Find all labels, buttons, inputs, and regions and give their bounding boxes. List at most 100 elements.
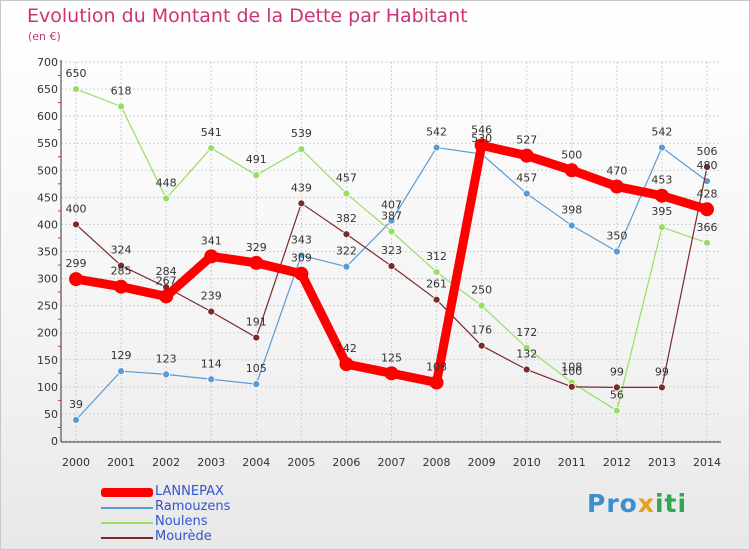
data-point [297, 199, 306, 208]
data-label: 500 [561, 148, 582, 161]
data-point [297, 251, 306, 260]
y-tick-label: 200 [37, 327, 58, 340]
data-label: 541 [201, 126, 222, 139]
data-label: 123 [156, 352, 177, 365]
data-point [72, 415, 80, 424]
data-label: 108 [561, 361, 582, 374]
data-label: 470 [606, 165, 627, 178]
data-label: 322 [336, 245, 357, 258]
data-point [117, 261, 125, 270]
y-tick-label: 550 [37, 137, 58, 150]
legend-item: Mourède [101, 529, 301, 545]
data-label: 428 [697, 187, 718, 200]
data-label: 284 [156, 265, 177, 278]
logo-part-2: x [637, 489, 655, 518]
x-tick-label: 2005 [287, 456, 315, 469]
data-label: 132 [516, 348, 537, 361]
data-label: 395 [651, 205, 672, 218]
data-point [294, 266, 309, 281]
data-label: 341 [201, 234, 222, 247]
data-point [658, 383, 666, 392]
data-label: 439 [291, 181, 312, 194]
data-label: 650 [66, 67, 87, 80]
data-point [387, 227, 396, 236]
proxiti-logo: Proxiti [587, 489, 687, 518]
data-label: 172 [516, 326, 537, 339]
data-point [72, 220, 80, 229]
data-point [252, 333, 261, 342]
data-label: 239 [201, 290, 222, 303]
x-tick-label: 2001 [107, 456, 135, 469]
data-label: 491 [246, 153, 267, 166]
logo-part-1: Pro [587, 489, 638, 518]
data-point [204, 249, 219, 264]
data-label: 400 [66, 202, 87, 215]
y-tick-label: 250 [37, 300, 58, 313]
data-label: 542 [426, 126, 447, 139]
legend-swatch [101, 507, 153, 509]
x-tick-label: 2011 [558, 456, 586, 469]
data-point [252, 171, 261, 180]
data-label: 480 [697, 159, 718, 172]
x-tick-label: 2008 [423, 456, 451, 469]
x-tick-label: 2013 [648, 456, 676, 469]
data-point [339, 357, 354, 372]
data-label: 618 [111, 84, 132, 97]
data-label: 457 [336, 172, 357, 185]
data-label: 250 [471, 284, 492, 297]
data-point [703, 238, 711, 247]
data-label: 324 [111, 244, 132, 257]
logo-part-3: iti [654, 489, 688, 518]
x-tick-label: 2009 [468, 456, 496, 469]
data-point [342, 262, 351, 271]
data-point [207, 307, 216, 316]
x-tick-label: 2004 [242, 456, 270, 469]
data-point [117, 102, 125, 111]
data-point [703, 177, 711, 186]
data-point [162, 370, 171, 379]
data-point [612, 383, 621, 392]
legend-item: Noulens [101, 514, 301, 530]
data-label: 530 [471, 132, 492, 145]
y-tick-label: 100 [37, 381, 58, 394]
data-label: 267 [156, 274, 177, 287]
data-label: 542 [651, 126, 672, 139]
x-tick-label: 2006 [332, 456, 360, 469]
data-point [654, 188, 669, 203]
data-label: 539 [291, 127, 312, 140]
data-label: 527 [516, 134, 537, 147]
data-point [519, 148, 534, 163]
data-label: 329 [246, 241, 267, 254]
data-point [609, 179, 624, 194]
legend-label: LANNEPAX [155, 484, 224, 499]
x-tick-label: 2000 [62, 456, 90, 469]
data-point [429, 375, 444, 390]
legend-label: Noulens [155, 514, 208, 529]
legend-swatch [101, 522, 153, 524]
data-point [612, 247, 621, 256]
data-label: 323 [381, 244, 402, 257]
data-point [432, 295, 441, 304]
data-point [564, 163, 579, 178]
legend: LANNEPAX Ramouzens Noulens Mourède [101, 484, 301, 545]
data-point [342, 189, 351, 198]
y-tick-label: 0 [51, 435, 58, 448]
y-tick-label: 350 [37, 246, 58, 259]
x-tick-label: 2002 [152, 456, 180, 469]
data-point [342, 230, 351, 239]
legend-swatch [101, 537, 153, 539]
data-label: 56 [610, 389, 624, 402]
y-tick-label: 300 [37, 273, 58, 286]
x-tick-label: 2010 [513, 456, 541, 469]
data-label: 387 [381, 209, 402, 222]
data-label: 108 [426, 361, 447, 374]
data-point [658, 143, 666, 152]
data-label: 105 [246, 362, 267, 375]
data-point [658, 223, 666, 232]
data-label: 309 [291, 252, 312, 265]
data-point [567, 221, 576, 230]
data-point [474, 138, 489, 153]
data-label: 142 [336, 342, 357, 355]
